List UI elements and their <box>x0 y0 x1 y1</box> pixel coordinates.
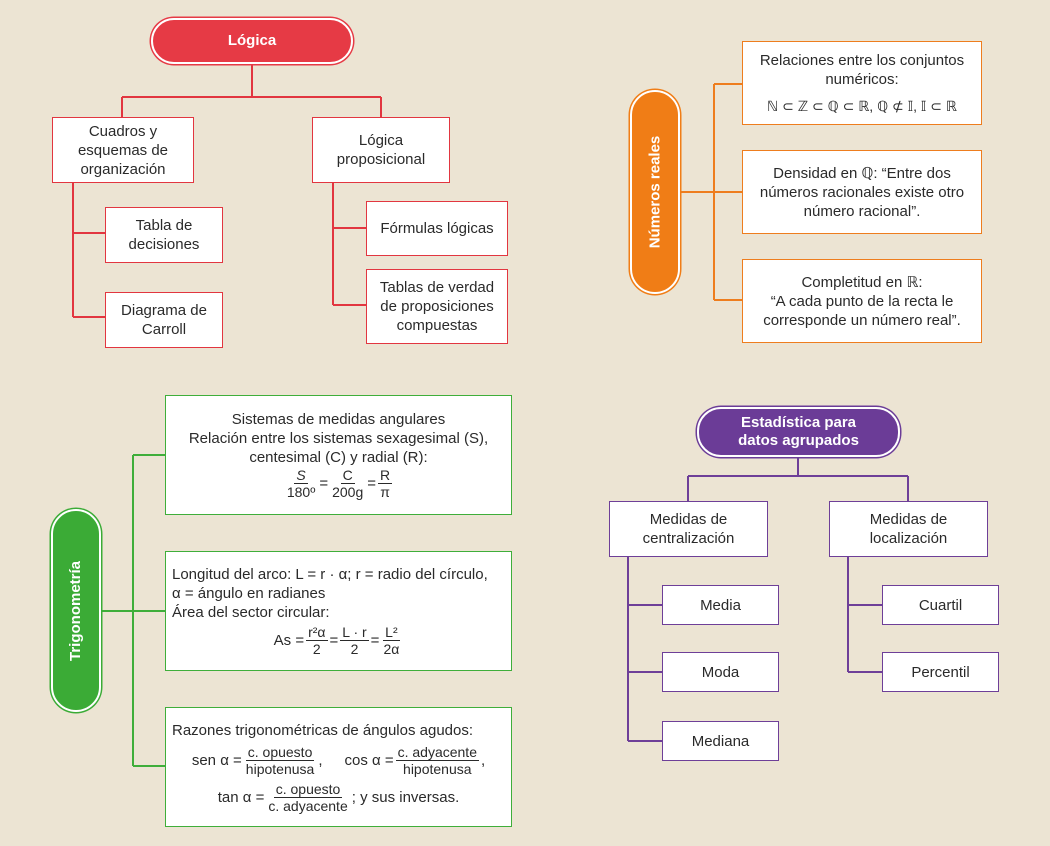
cos-num: c. adyacente <box>395 743 479 761</box>
diagrama-carroll-box: Diagrama de Carroll <box>105 292 223 348</box>
arco-box: Longitud del arco: L = r · α; r = radio … <box>165 551 512 671</box>
area-f3-num: L² <box>383 624 400 641</box>
area-frac2: L · r 2 <box>340 624 369 657</box>
frac-r-num: R <box>378 467 393 484</box>
tabla-decisiones-box: Tabla de decisiones <box>105 207 223 263</box>
tabla-decisiones-label: Tabla de decisiones <box>128 217 200 253</box>
logica-connectors <box>72 65 382 318</box>
area-f1-den: 2 <box>312 641 321 657</box>
completitud-text: “A cada punto de la recta le corresponde… <box>763 292 961 329</box>
area-f1-num: r²α <box>306 624 328 641</box>
tan-den: c. adyacente <box>268 797 348 814</box>
estadistica-connectors <box>627 456 909 742</box>
sistemas-title: Sistemas de medidas angulares <box>231 411 446 428</box>
tan-row: tan α = c. opuesto c. adyacente ; y sus … <box>218 781 460 814</box>
area-frac3: L² 2α <box>381 624 401 657</box>
sen-num: c. opuesto <box>245 743 315 761</box>
centralizacion-box: Medidas de centralización <box>609 501 768 557</box>
arco-line2: α = ángulo en radianes <box>172 585 326 602</box>
densidad-box: Densidad en ℚ: “Entre dos números racion… <box>742 150 982 234</box>
sen-den: hipotenusa <box>245 760 315 777</box>
cuadros-box: Cuadros y esquemas de organización <box>52 117 194 183</box>
tan-frac: c. opuesto c. adyacente <box>266 781 349 814</box>
frac-r-den: π <box>380 484 390 500</box>
frac-r: R π <box>378 467 393 500</box>
frac-c-num: C <box>340 467 355 484</box>
razones-title: Razones trigonométricas de ángulos agudo… <box>172 721 474 739</box>
sistemas-box: Sistemas de medidas angulares Relación e… <box>165 395 512 515</box>
cos-den: hipotenusa <box>403 760 472 777</box>
sistemas-text: Relación entre los sistemas sexagesimal … <box>188 430 489 466</box>
cuartil-label: Cuartil <box>918 596 963 614</box>
cos-lhs: cos α = <box>344 751 394 769</box>
logica-title: Lógica <box>227 32 277 49</box>
localizacion-box: Medidas de localización <box>829 501 988 557</box>
area-formula: As = r²α 2 = L · r 2 = L² 2α <box>273 624 401 657</box>
diagrama-carroll-label: Diagrama de Carroll <box>121 302 207 338</box>
media-label: Media <box>700 596 741 614</box>
tablas-verdad-box: Tablas de verdad de proposiciones compue… <box>366 269 508 344</box>
area-frac1: r²α 2 <box>306 624 328 657</box>
densidad-text: Densidad en ℚ: “Entre dos números racion… <box>759 164 965 220</box>
completitud-box: Completitud en ℝ: “A cada punto de la re… <box>742 259 982 343</box>
area-lhs: As = <box>273 632 305 649</box>
area-f2-den: 2 <box>350 641 359 657</box>
percentil-box: Percentil <box>882 652 999 692</box>
sistemas-formula: S 180º = C 200g = R π <box>285 467 393 500</box>
cuadros-label: Cuadros y esquemas de organización <box>77 122 169 178</box>
frac-s: S 180º <box>285 467 317 500</box>
centralizacion-label: Medidas de centralización <box>642 511 735 547</box>
frac-s-den: 180º <box>286 484 316 500</box>
numeros-title-pill: Números reales <box>630 90 680 294</box>
trigo-title: Trigonometría <box>67 560 85 661</box>
relaciones-text: Relaciones entre los conjuntos numéricos… <box>759 51 965 88</box>
trigo-title-pill: Trigonometría <box>51 509 101 712</box>
media-box: Media <box>662 585 779 625</box>
relaciones-box: Relaciones entre los conjuntos numéricos… <box>742 41 982 125</box>
proposicional-label: Lógica proposicional <box>336 132 426 168</box>
razones-box: Razones trigonométricas de ángulos agudo… <box>165 707 512 827</box>
area-f2-num: L · r <box>340 624 369 641</box>
sen-lhs: sen α = <box>191 751 242 769</box>
logica-title-pill: Lógica <box>151 18 353 64</box>
moda-label: Moda <box>701 663 740 681</box>
tan-tail: ; y sus inversas. <box>351 788 460 806</box>
formulas-label: Fórmulas lógicas <box>380 220 494 237</box>
sen-frac: c. opuesto hipotenusa <box>244 744 317 777</box>
formulas-box: Fórmulas lógicas <box>366 201 508 256</box>
mediana-box: Mediana <box>662 721 779 761</box>
area-f3-den: 2α <box>383 641 400 657</box>
frac-c: C 200g <box>330 467 365 500</box>
arco-line1: Longitud del arco: L = r · α; r = radio … <box>172 566 488 583</box>
frac-s-num: S <box>294 467 308 484</box>
arco-line3: Área del sector circular: <box>172 604 330 621</box>
estadistica-title-pill: Estadística para datos agrupados <box>697 407 900 457</box>
completitud-title: Completitud en ℝ: <box>801 273 923 291</box>
numeros-title: Números reales <box>646 135 663 249</box>
trigo-connectors <box>98 454 165 767</box>
sen-cos-row: sen α = c. opuesto hipotenusa , cos α = … <box>191 743 486 777</box>
tablas-verdad-label: Tablas de verdad de proposiciones compue… <box>379 279 495 334</box>
percentil-label: Percentil <box>911 663 970 681</box>
numeros-connectors <box>678 83 742 301</box>
cuartil-box: Cuartil <box>882 585 999 625</box>
localizacion-label: Medidas de localización <box>869 511 948 547</box>
cos-frac: c. adyacente hipotenusa <box>395 743 479 777</box>
mediana-label: Mediana <box>691 732 750 750</box>
tan-lhs: tan α = <box>217 788 265 806</box>
estadistica-title: Estadística para datos agrupados <box>738 414 859 449</box>
moda-box: Moda <box>662 652 779 692</box>
frac-c-den: 200g <box>332 484 364 500</box>
relaciones-formula: ℕ ⊂ ℤ ⊂ ℚ ⊂ ℝ, ℚ ⊄ 𝕀, 𝕀 ⊂ ℝ <box>767 97 957 114</box>
proposicional-box: Lógica proposicional <box>312 117 450 183</box>
tan-num: c. opuesto <box>273 780 343 798</box>
